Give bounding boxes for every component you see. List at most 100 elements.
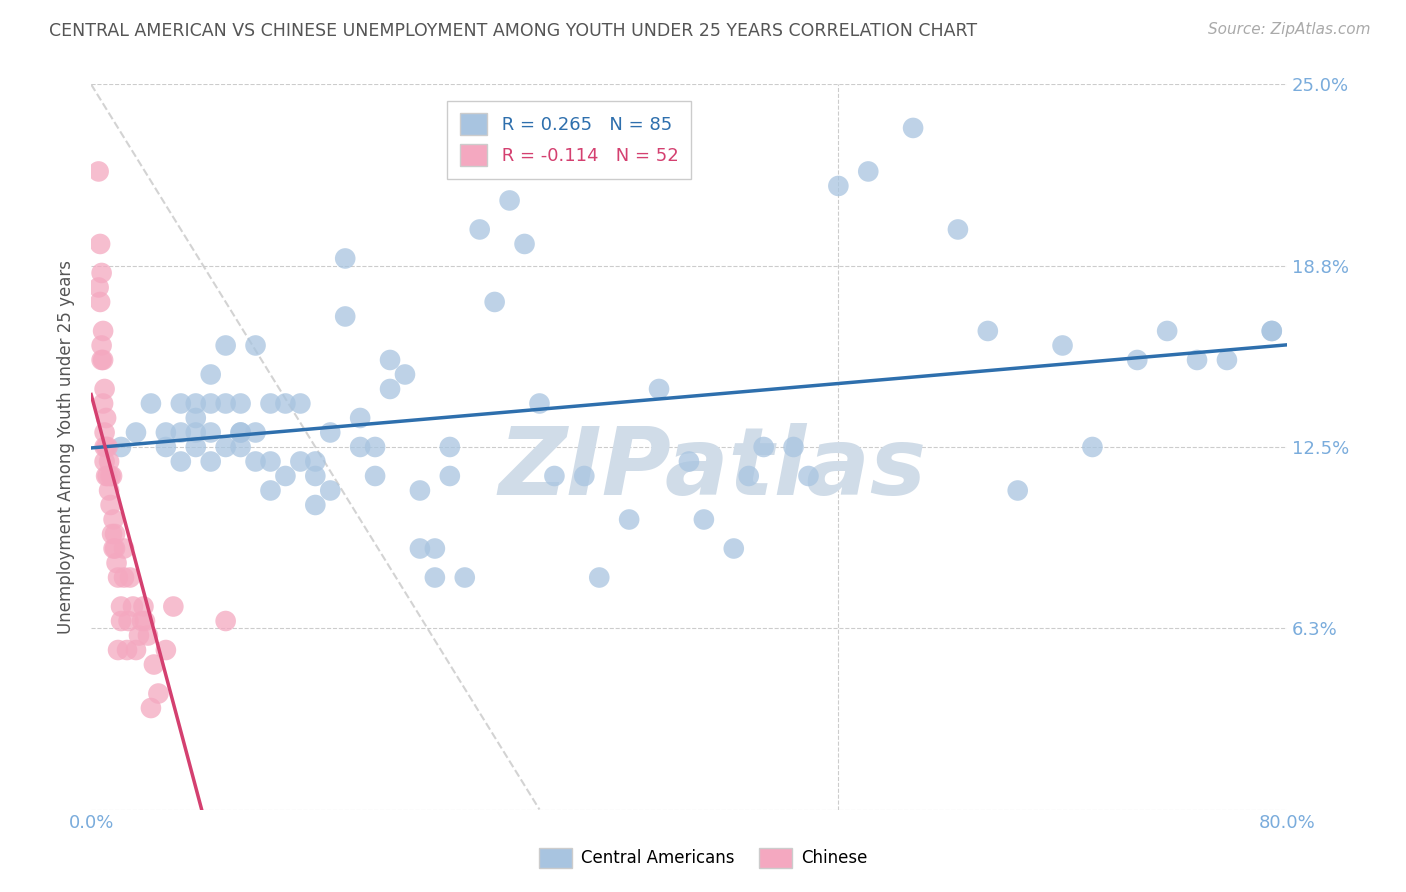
Point <box>110 440 132 454</box>
Point <box>107 570 129 584</box>
Point <box>162 599 184 614</box>
Point <box>349 440 371 454</box>
Point <box>229 440 252 454</box>
Legend:  R = 0.265   N = 85,  R = -0.114   N = 52: R = 0.265 N = 85, R = -0.114 N = 52 <box>447 101 692 179</box>
Point <box>214 440 236 454</box>
Text: ZIPatlas: ZIPatlas <box>499 423 927 515</box>
Point <box>693 512 716 526</box>
Point <box>98 454 121 468</box>
Point <box>136 628 159 642</box>
Point <box>335 252 357 266</box>
Point <box>827 178 849 193</box>
Point <box>290 396 312 410</box>
Point <box>91 324 114 338</box>
Point <box>101 527 124 541</box>
Point <box>93 454 115 468</box>
Point <box>484 295 506 310</box>
Point <box>977 324 1000 338</box>
Point <box>200 396 222 410</box>
Point <box>229 396 252 410</box>
Point <box>409 483 432 498</box>
Point <box>245 338 267 352</box>
Point <box>797 469 820 483</box>
Point <box>1261 324 1284 338</box>
Point <box>170 454 193 468</box>
Point <box>214 338 236 352</box>
Point <box>170 425 193 440</box>
Point <box>97 440 120 454</box>
Point <box>454 570 477 584</box>
Point <box>107 643 129 657</box>
Point <box>229 425 252 440</box>
Point <box>184 425 207 440</box>
Point <box>364 469 387 483</box>
Point <box>259 483 281 498</box>
Point <box>93 425 115 440</box>
Point <box>132 599 155 614</box>
Point <box>1261 324 1284 338</box>
Point <box>110 599 132 614</box>
Point <box>1185 353 1208 368</box>
Point <box>423 541 446 556</box>
Point <box>93 440 115 454</box>
Point <box>468 222 491 236</box>
Point <box>723 541 745 556</box>
Point <box>90 338 112 352</box>
Point <box>1216 353 1239 368</box>
Point <box>200 425 222 440</box>
Point <box>90 266 112 280</box>
Point <box>423 570 446 584</box>
Point <box>782 440 804 454</box>
Point <box>100 498 122 512</box>
Point <box>245 425 267 440</box>
Point <box>104 527 127 541</box>
Point <box>139 701 162 715</box>
Point <box>648 382 671 396</box>
Point <box>104 541 127 556</box>
Point <box>94 440 117 454</box>
Point <box>858 164 880 178</box>
Point <box>513 236 536 251</box>
Point <box>439 469 461 483</box>
Point <box>155 440 177 454</box>
Point <box>112 570 135 584</box>
Point <box>259 396 281 410</box>
Point <box>335 310 357 324</box>
Point <box>738 469 761 483</box>
Point <box>1052 338 1074 352</box>
Point <box>94 469 117 483</box>
Point <box>87 280 110 294</box>
Point <box>155 643 177 657</box>
Point <box>91 353 114 368</box>
Point <box>274 469 297 483</box>
Point <box>678 454 700 468</box>
Point <box>101 469 124 483</box>
Point <box>901 120 924 135</box>
Point <box>378 382 401 396</box>
Point <box>117 614 139 628</box>
Point <box>103 512 125 526</box>
Point <box>304 454 326 468</box>
Point <box>125 643 148 657</box>
Y-axis label: Unemployment Among Youth under 25 years: Unemployment Among Youth under 25 years <box>58 260 75 634</box>
Point <box>170 396 193 410</box>
Point <box>112 541 135 556</box>
Point <box>1007 483 1029 498</box>
Point <box>125 425 148 440</box>
Point <box>184 396 207 410</box>
Point <box>105 556 128 570</box>
Point <box>134 614 156 628</box>
Text: CENTRAL AMERICAN VS CHINESE UNEMPLOYMENT AMONG YOUTH UNDER 25 YEARS CORRELATION : CENTRAL AMERICAN VS CHINESE UNEMPLOYMENT… <box>49 22 977 40</box>
Point <box>1156 324 1178 338</box>
Point <box>946 222 969 236</box>
Point <box>245 454 267 468</box>
Point <box>1081 440 1104 454</box>
Point <box>103 541 125 556</box>
Point <box>319 483 342 498</box>
Point <box>87 164 110 178</box>
Point <box>409 541 432 556</box>
Point <box>142 657 165 672</box>
Point <box>122 599 145 614</box>
Point <box>543 469 565 483</box>
Point <box>574 469 596 483</box>
